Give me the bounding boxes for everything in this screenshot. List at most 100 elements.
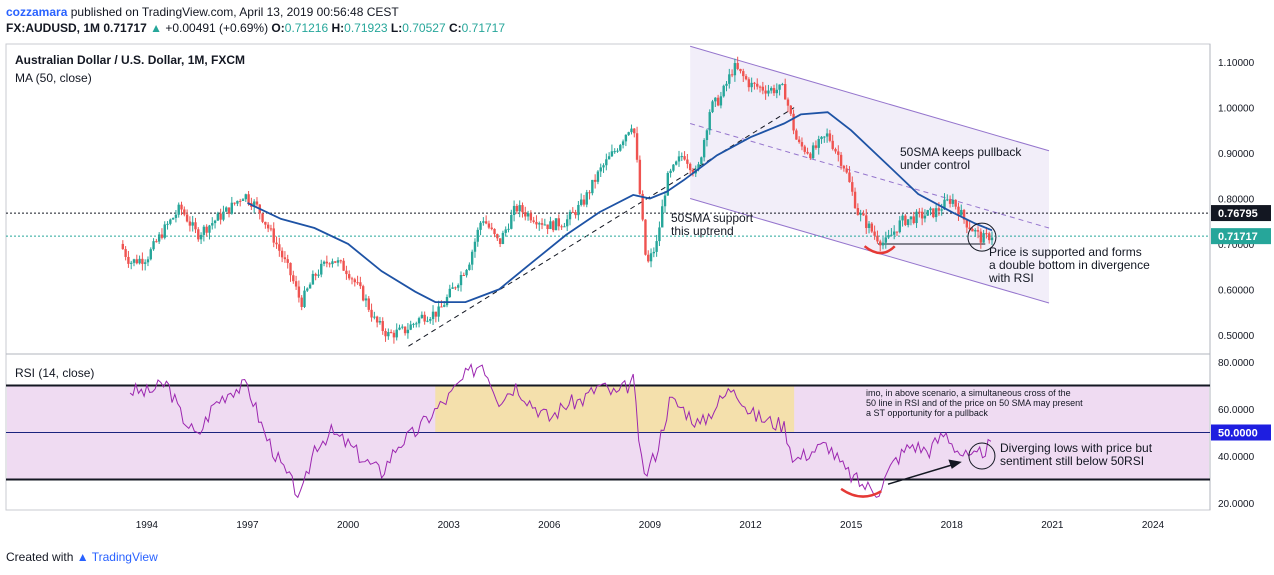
- candle-body: [336, 260, 340, 263]
- candle-body: [546, 224, 549, 230]
- candle-body: [736, 63, 739, 69]
- candle-body: [538, 223, 541, 225]
- candle-body: [171, 217, 175, 220]
- candle-body: [317, 274, 320, 276]
- candle-body: [278, 244, 281, 251]
- arrow-head-icon: [948, 459, 962, 469]
- candle-body: [560, 226, 563, 228]
- candle-body: [445, 296, 449, 306]
- candle-body: [904, 215, 907, 226]
- candle-body: [599, 167, 602, 172]
- candle-body: [823, 136, 826, 138]
- candle-body: [219, 213, 222, 220]
- candle-body: [582, 199, 586, 205]
- candle-body: [971, 228, 974, 232]
- candle-body: [409, 324, 412, 330]
- candle-body: [937, 208, 941, 211]
- candle-body: [895, 231, 899, 233]
- publish-line: cozzamara published on TradingView.com, …: [6, 4, 505, 20]
- candle-body: [811, 145, 815, 159]
- candle-body: [375, 316, 379, 323]
- candle-body: [753, 82, 756, 84]
- candle-body: [988, 233, 991, 241]
- candle-body: [756, 83, 759, 87]
- chart-canvas[interactable]: 1.10000 1.00000 0.90000 0.80000 0.70000 0.600…: [0, 40, 1274, 545]
- candle-body: [381, 321, 384, 332]
- candle-body: [540, 223, 544, 225]
- candle-body: [479, 222, 482, 230]
- candle-body: [923, 215, 927, 219]
- candle-body: [504, 229, 507, 233]
- candle-body: [744, 76, 748, 80]
- candle-body: [825, 133, 829, 137]
- time-tick-label: 2024: [1142, 520, 1165, 531]
- candle-body: [306, 288, 309, 291]
- candle-body: [772, 88, 776, 94]
- candle-body: [356, 282, 359, 284]
- tradingview-brand[interactable]: TradingView: [91, 550, 158, 564]
- candle-body: [730, 74, 734, 76]
- ma-50-line: [247, 111, 993, 303]
- candle-body: [294, 281, 298, 287]
- candle-body: [912, 216, 915, 224]
- candle-body: [515, 205, 519, 212]
- candle-body: [236, 200, 239, 204]
- candle-body: [879, 241, 882, 246]
- time-tick-label: 2006: [538, 520, 561, 531]
- candle-body: [289, 262, 292, 276]
- candle-body: [951, 199, 955, 204]
- double-bottom-circle: [967, 222, 997, 252]
- candle-body: [918, 211, 921, 213]
- candle-body: [884, 237, 888, 243]
- author-link[interactable]: cozzamara: [6, 5, 68, 19]
- rsi-mid-tag: [1211, 424, 1271, 441]
- candle-body: [834, 148, 837, 152]
- rsi-tick-label: 80.0000: [1218, 358, 1255, 369]
- candle-body: [484, 221, 488, 224]
- candle-body: [862, 213, 865, 216]
- candle-body: [529, 213, 533, 221]
- low-label: L:: [390, 21, 403, 35]
- candle-body: [510, 215, 513, 229]
- candle-body: [342, 260, 345, 271]
- candle-body: [149, 249, 152, 260]
- price-tick-label: 0.50000: [1218, 331, 1255, 342]
- candle-body: [677, 156, 681, 162]
- candle-body: [225, 207, 228, 212]
- diverging-note: Diverging lows with price but: [1000, 441, 1153, 455]
- candle-body: [532, 220, 535, 222]
- sma-support-note: this uptrend: [671, 224, 734, 238]
- time-tick-label: 2015: [840, 520, 863, 531]
- tradingview-logo-icon[interactable]: ▲: [76, 550, 89, 564]
- candle-body: [456, 285, 460, 288]
- candle-body: [448, 288, 452, 297]
- candle-body: [602, 165, 605, 168]
- candle-body: [783, 84, 787, 100]
- candle-body: [272, 228, 275, 243]
- candle-body: [157, 234, 161, 242]
- candle-body: [728, 74, 731, 84]
- candle-body: [143, 262, 147, 264]
- channel-upper-line: [690, 45, 1050, 152]
- candle-body: [526, 213, 530, 217]
- candle-body: [465, 269, 468, 276]
- candle-body: [876, 235, 879, 242]
- candle-body: [155, 241, 158, 243]
- candle-body: [800, 142, 804, 147]
- last-price-tag: [1211, 228, 1271, 245]
- candle-body: [778, 84, 781, 90]
- candle-body: [202, 226, 206, 235]
- candle-body: [468, 264, 471, 270]
- publish-info: published on TradingView.com, April 13, …: [70, 5, 399, 19]
- candle-body: [412, 323, 415, 325]
- candle-body: [395, 329, 398, 338]
- candle-body: [848, 172, 851, 183]
- candle-body: [661, 206, 664, 228]
- candle-body: [199, 234, 203, 240]
- candle-body: [470, 251, 474, 265]
- candle-body: [806, 151, 809, 154]
- candle-body: [960, 209, 963, 216]
- candle-body: [607, 156, 611, 160]
- rsi-mid-tag-label: 50.0000: [1218, 428, 1258, 440]
- candle-body: [633, 128, 636, 134]
